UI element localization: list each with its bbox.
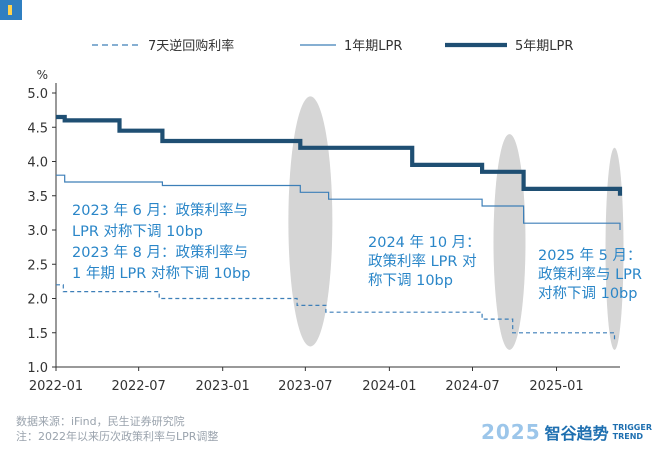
annotation-text: 对称下调 10bp: [538, 285, 637, 302]
note-text: 注：2022年以来历次政策利率与LPR调整: [16, 430, 219, 443]
annotations: 2023 年 6 月：政策利率与 LPR 对称下调 10bp 2023 年 8 月：…: [72, 202, 642, 302]
axes: % 5.0 4.5 4.0 3.5 3.0 2.5 2.0 1.5 1.0 2022-01 2022-…: [27, 68, 620, 394]
y-axis-unit: %: [37, 68, 48, 82]
annotation-text: 政策利率与 LPR: [538, 266, 642, 283]
y-tick-label: 2.5: [27, 258, 48, 273]
y-tick-label: 4.0: [27, 156, 48, 171]
legend-label: 7天逆回购利率: [148, 38, 234, 54]
annotation-text: LPR 对称下调 10bp: [72, 223, 203, 240]
brand-logo: 2025 智谷趋势 TRIGGER TREND: [481, 420, 652, 444]
highlight-ellipse: [493, 134, 526, 350]
series-lines: [56, 114, 623, 340]
annotation-text: 政策利率 LPR 对: [368, 253, 477, 270]
source-text: 数据来源：iFind，民生证券研究院: [16, 415, 185, 428]
brand-en-line2: TREND: [612, 432, 644, 441]
y-tick-label: 4.5: [27, 121, 48, 136]
brand-english: TRIGGER TREND: [613, 423, 652, 441]
y-tick-label: 1.0: [27, 361, 48, 376]
highlight-ellipse: [288, 96, 333, 347]
x-tick-label: 2022-01: [29, 379, 83, 394]
legend-label: 1年期LPR: [344, 39, 402, 54]
y-tick-label: 2.0: [27, 293, 48, 308]
highlight-ellipse: [605, 147, 624, 350]
annotation-text: 2023 年 6 月：政策利率与: [72, 202, 248, 219]
x-tick-label: 2024-07: [445, 379, 499, 394]
annotation-text: 2023 年 8 月：政策利率与: [72, 244, 248, 261]
corner-logo-mark: [0, 0, 22, 20]
x-tick-label: 2024-01: [362, 379, 416, 394]
y-tick-label: 3.0: [27, 224, 48, 239]
legend-label: 5年期LPR: [515, 39, 573, 54]
y-tick-label: 5.0: [27, 87, 48, 102]
annotation-text: 称下调 10bp: [368, 272, 453, 289]
x-tick-label: 2023-01: [196, 379, 250, 394]
x-tick-label: 2023-07: [278, 379, 332, 394]
annotation-text: 2025 年 5 月：: [538, 247, 641, 264]
annotation-text: 1 年期 LPR 对称下调 10bp: [72, 265, 250, 282]
brand-year: 2025: [480, 420, 541, 444]
highlight-regions: [288, 96, 624, 350]
annotation-text: 2024 年 10 月：: [368, 234, 481, 251]
x-tick-label: 2022-07: [111, 379, 165, 394]
x-tick-label: 2025-01: [529, 379, 583, 394]
y-tick-label: 3.5: [27, 190, 48, 205]
series-line-1: [56, 284, 616, 340]
brand-name: 智谷趋势: [544, 424, 609, 443]
series-line-3: [56, 114, 623, 196]
series-line-2: [56, 174, 621, 230]
y-tick-label: 1.5: [27, 327, 48, 342]
legend: 7天逆回购利率 1年期LPR 5年期LPR: [92, 38, 573, 54]
brand-en-line1: TRIGGER: [612, 423, 652, 432]
